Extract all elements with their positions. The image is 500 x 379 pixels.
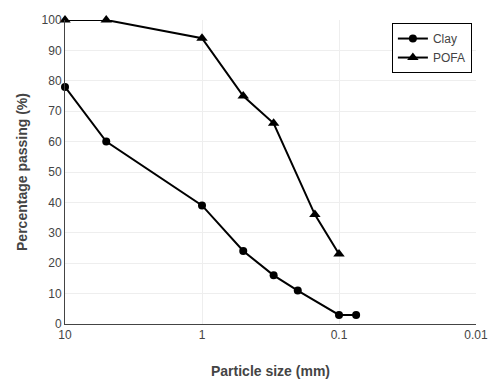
svg-text:POFA: POFA [433,51,465,65]
svg-text:Particle size (mm): Particle size (mm) [211,363,330,379]
svg-text:Percentage passing (%): Percentage passing (%) [14,93,30,251]
svg-text:0.1: 0.1 [331,328,348,342]
svg-text:1: 1 [199,328,206,342]
svg-text:90: 90 [48,44,62,58]
svg-text:0.01: 0.01 [464,328,488,342]
svg-text:100: 100 [42,13,62,27]
svg-text:60: 60 [48,135,62,149]
svg-text:40: 40 [48,196,62,210]
svg-text:30: 30 [48,226,62,240]
svg-text:10: 10 [58,328,72,342]
svg-text:20: 20 [48,256,62,270]
svg-text:70: 70 [48,104,62,118]
svg-text:80: 80 [48,74,62,88]
svg-text:10: 10 [48,287,62,301]
svg-text:50: 50 [48,165,62,179]
svg-text:0: 0 [55,317,62,331]
svg-text:Clay: Clay [433,32,457,46]
